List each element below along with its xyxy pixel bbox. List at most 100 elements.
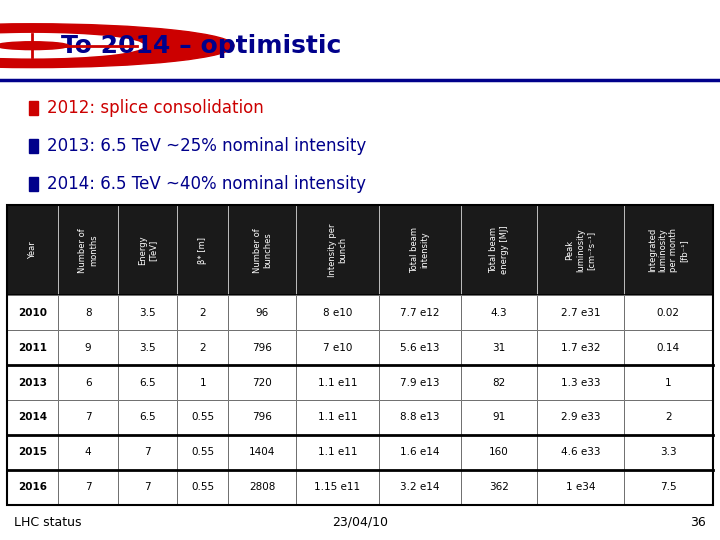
Bar	[461, 365, 537, 400]
Bar	[58, 295, 118, 330]
Bar	[624, 330, 713, 365]
Bar	[537, 295, 624, 330]
Bar	[296, 435, 379, 470]
Text: 2013: 2013	[18, 377, 48, 388]
Bar	[228, 330, 296, 365]
Text: 2015: 2015	[18, 448, 48, 457]
Bar	[7, 400, 58, 435]
Bar	[58, 295, 118, 330]
Text: 9: 9	[85, 342, 91, 353]
Bar	[296, 295, 379, 330]
Text: 23/04/10: 23/04/10	[332, 516, 388, 529]
Bar	[379, 365, 461, 400]
Bar	[7, 330, 58, 365]
Bar	[296, 470, 379, 505]
Bar	[228, 295, 296, 330]
Text: 7.5: 7.5	[660, 482, 677, 492]
Bar	[461, 295, 537, 330]
Text: 1.1 e11: 1.1 e11	[318, 413, 357, 422]
Bar	[58, 365, 118, 400]
Bar	[624, 295, 713, 330]
Text: 82: 82	[492, 377, 505, 388]
Text: 7.9 e13: 7.9 e13	[400, 377, 440, 388]
Bar	[624, 400, 713, 435]
Bar	[7, 435, 58, 470]
Bar	[177, 400, 228, 435]
Bar	[58, 205, 118, 295]
Text: 2016: 2016	[18, 482, 48, 492]
Bar	[537, 365, 624, 400]
Bar	[118, 470, 177, 505]
Bar	[118, 295, 177, 330]
Bar	[177, 365, 228, 400]
Bar	[228, 470, 296, 505]
Circle shape	[0, 33, 143, 58]
Bar	[177, 365, 228, 400]
Text: 2012: splice consolidation: 2012: splice consolidation	[47, 99, 264, 117]
Bar	[29, 139, 38, 153]
Text: 5.6 e13: 5.6 e13	[400, 342, 440, 353]
Bar	[461, 435, 537, 470]
Text: 1: 1	[199, 377, 206, 388]
Bar	[228, 435, 296, 470]
Text: 2013: 6.5 TeV ~25% nominal intensity: 2013: 6.5 TeV ~25% nominal intensity	[47, 137, 366, 155]
Text: β* [m]: β* [m]	[198, 237, 207, 264]
Bar	[7, 435, 58, 470]
Bar	[7, 295, 58, 330]
Text: Number of
bunches: Number of bunches	[253, 228, 272, 273]
Bar	[58, 435, 118, 470]
Text: 1.6 e14: 1.6 e14	[400, 448, 440, 457]
Circle shape	[0, 42, 68, 50]
Text: 4.3: 4.3	[491, 308, 508, 318]
Bar	[58, 470, 118, 505]
Bar	[58, 330, 118, 365]
Bar	[461, 295, 537, 330]
Bar	[379, 205, 461, 295]
Text: Energy
[TeV]: Energy [TeV]	[138, 235, 157, 265]
Bar	[461, 435, 537, 470]
Bar	[177, 205, 228, 295]
Text: 2.9 e33: 2.9 e33	[561, 413, 600, 422]
Text: 3.3: 3.3	[660, 448, 677, 457]
Text: Total beam
intensity: Total beam intensity	[410, 227, 430, 273]
Bar	[118, 330, 177, 365]
Bar	[118, 400, 177, 435]
Text: 7 e10: 7 e10	[323, 342, 352, 353]
Bar	[537, 435, 624, 470]
Bar	[296, 295, 379, 330]
Text: Integrated
luminosity
per month
[fb⁻¹]: Integrated luminosity per month [fb⁻¹]	[648, 228, 688, 272]
Bar	[177, 330, 228, 365]
Bar	[461, 470, 537, 505]
Bar	[537, 470, 624, 505]
Bar	[379, 365, 461, 400]
Text: LHC status: LHC status	[14, 516, 82, 529]
Bar	[296, 365, 379, 400]
Text: 2014: 2014	[18, 413, 48, 422]
Text: 4.6 e33: 4.6 e33	[561, 448, 600, 457]
Text: 3.2 e14: 3.2 e14	[400, 482, 440, 492]
Text: 2.7 e31: 2.7 e31	[561, 308, 600, 318]
Text: 1: 1	[665, 377, 672, 388]
Bar	[7, 330, 58, 365]
Text: 96: 96	[256, 308, 269, 318]
Text: 91: 91	[492, 413, 505, 422]
Bar	[7, 365, 58, 400]
Bar	[7, 470, 58, 505]
Bar	[118, 435, 177, 470]
Bar	[118, 400, 177, 435]
Text: 2808: 2808	[249, 482, 275, 492]
Bar	[461, 400, 537, 435]
Bar	[537, 330, 624, 365]
Bar	[228, 400, 296, 435]
Text: 8: 8	[85, 308, 91, 318]
Text: 720: 720	[252, 377, 272, 388]
Bar	[379, 295, 461, 330]
Bar	[379, 435, 461, 470]
Bar	[379, 435, 461, 470]
Bar	[296, 400, 379, 435]
Bar	[177, 205, 228, 295]
Bar	[118, 365, 177, 400]
Bar	[624, 295, 713, 330]
Text: 7.7 e12: 7.7 e12	[400, 308, 440, 318]
Text: 6.5: 6.5	[139, 413, 156, 422]
